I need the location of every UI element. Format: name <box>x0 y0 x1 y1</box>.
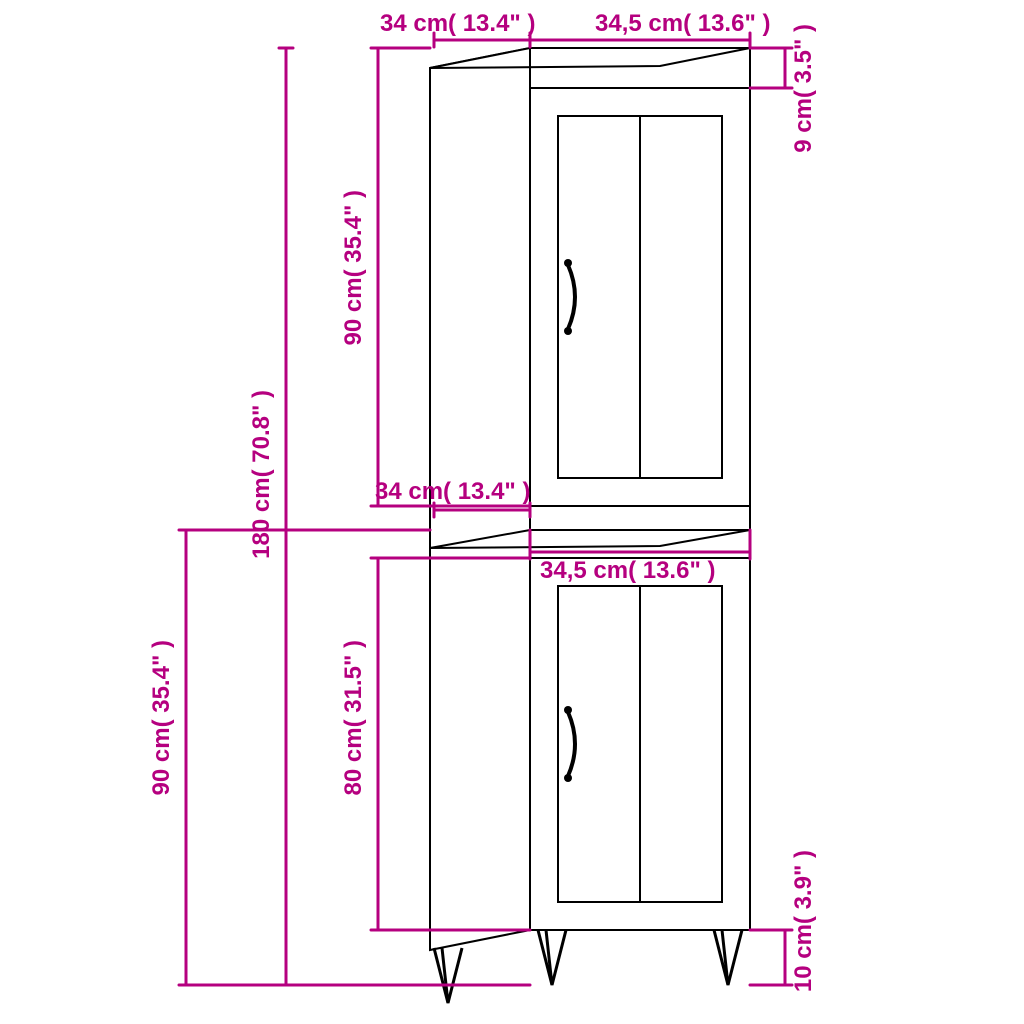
width-top-label: 34,5 cm( 13.6" ) <box>595 10 770 38</box>
lower-unit-label: 90 cm( 35.4" ) <box>148 640 176 795</box>
upper-height-label: 90 cm( 35.4" ) <box>340 190 368 345</box>
mid-width-label: 34,5 cm( 13.6" ) <box>540 557 715 585</box>
mid-depth-label: 34 cm( 13.4" ) <box>375 478 530 506</box>
top-strip-label: 9 cm( 3.5" ) <box>790 24 818 153</box>
depth-top-label: 34 cm( 13.4" ) <box>380 10 535 38</box>
lower-door-label: 80 cm( 31.5" ) <box>340 640 368 795</box>
total-height-label: 180 cm( 70.8" ) <box>248 390 276 559</box>
leg-height-label: 10 cm( 3.9" ) <box>790 850 818 992</box>
